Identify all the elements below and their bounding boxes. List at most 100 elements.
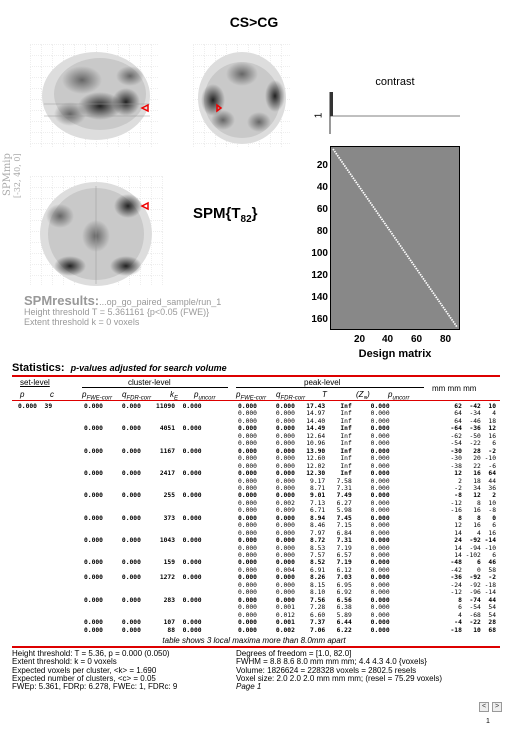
row-peak-level: 0.000 0.000 7.57 6.57 0.000 [238,552,390,559]
col-ke: kE [170,390,179,402]
row-peak-level: 0.000 0.000 10.96 Inf 0.000 [238,440,390,448]
col-p-set: p [20,390,25,399]
footer-line: Expected voxels per cluster, <k> = 1.690 [12,665,157,675]
results-extent: Extent threshold k = 0 voxels [24,317,140,327]
spm-stat-main: SPM{T [193,205,241,222]
row-cluster-level: 0.000 0.000 1167 0.000 [84,447,202,455]
row-coordinates[interactable]: -48 6 46 [450,559,497,567]
contrast-tick: 1 [313,112,325,119]
row-peak-level: 0.000 0.000 7.56 6.56 0.000 [238,596,390,604]
mip-coords: [-32, 40, 0] [13,153,22,198]
table-top-rule [12,375,500,377]
row-peak-level: 0.000 0.000 8.46 7.15 0.000 [238,522,390,530]
row-coordinates[interactable]: 14 4 16 [454,529,496,537]
row-peak-level: 0.000 0.000 14.97 Inf 0.000 [238,410,390,418]
row-coordinates[interactable]: -2 34 36 [454,484,496,492]
row-coordinates[interactable]: 14 -102 6 [454,552,496,559]
row-coordinates[interactable]: -42 0 58 [450,566,497,574]
spm-results-info: SPMresults:...op_go_paired_sample/run_1 … [24,293,221,327]
row-coordinates[interactable]: -62 -50 16 [450,432,497,440]
footer-line: Volume: 1826624 = 228328 voxels = 2802.5… [236,665,417,675]
page-number: 1 [486,718,490,725]
header-cluster-level: cluster-level [128,378,171,387]
y-tick: 80 [316,226,328,237]
row-coordinates[interactable]: -12 8 10 [450,499,497,507]
row-peak-level: 0.000 0.000 12.30 Inf 0.000 [238,470,390,478]
row-peak-level: 0.000 0.000 14.40 Inf 0.000 [238,417,390,425]
row-peak-level: 0.000 0.000 8.53 7.19 0.000 [238,544,390,552]
header-peak-rule [236,387,424,388]
row-coordinates[interactable]: 8 -74 44 [458,596,496,604]
col-qfdr-cluster: qFDR-corr [122,390,152,402]
row-cluster-level: 0.000 0.000 4051 0.000 [84,425,202,433]
row-cluster-level: 0.000 0.000 373 0.000 [84,514,202,522]
row-coordinates[interactable]: -18 10 68 [450,626,497,634]
row-coordinates[interactable]: 8 8 0 [458,514,496,522]
footer-line: Extent threshold: k = 0 voxels [12,657,117,667]
row-peak-level: 0.000 0.000 12.64 Inf 0.000 [238,432,390,440]
row-peak-level: 0.000 0.000 14.49 Inf 0.000 [238,425,390,433]
design-matrix-image[interactable] [330,146,460,330]
y-tick: 60 [316,204,328,215]
row-coordinates[interactable]: -36 -92 -2 [450,574,497,582]
row-coordinates[interactable]: 4 -68 54 [458,611,496,619]
row-coordinates[interactable]: -16 16 -8 [450,507,497,515]
mip-sagittal[interactable] [30,44,158,148]
x-tick: 60 [411,334,423,345]
footer-line: Expected number of clusters, <c> = 0.05 [12,673,156,683]
statistics-subtitle: p-values adjusted for search volume [70,363,227,373]
row-peak-level: 0.000 0.000 8.71 7.31 0.000 [238,484,390,492]
row-peak-level: 0.000 0.000 8.15 6.95 0.000 [238,581,390,589]
row-peak-level: 0.000 0.000 17.43 Inf 0.000 [238,403,390,410]
row-coordinates[interactable]: -24 -92 -18 [450,581,497,589]
row-coordinates[interactable]: -30 20 -10 [450,455,497,463]
footer-line: FWHM = 8.8 8.6 8.0 mm mm mm; 4.4 4.3 4.0… [236,657,427,667]
row-peak-level: 0.000 0.000 8.26 7.03 0.000 [238,574,390,582]
footer-line: Height threshold: T = 5.36, p = 0.000 (0… [12,649,170,658]
mip-coronal[interactable] [193,44,291,148]
row-coordinates[interactable]: 2 18 44 [458,477,496,485]
col-pfwe-peak: pFWE-corr [236,390,267,402]
row-coordinates[interactable]: 6 -54 54 [458,604,496,612]
row-peak-level: 0.000 0.004 6.91 6.12 0.000 [238,566,390,574]
row-coordinates[interactable]: -54 -22 6 [450,440,497,448]
footer-line: Degrees of freedom = [1.0, 82.0] [236,649,352,658]
row-coordinates[interactable]: -64 -36 12 [450,425,497,433]
row-peak-level: 0.000 0.000 12.60 Inf 0.000 [238,455,390,463]
header-peak-level: peak-level [304,378,341,387]
row-cluster-level: 0.000 0.000 1043 0.000 [84,537,202,545]
row-coordinates[interactable]: 12 16 6 [454,522,496,530]
col-Z: (Z≡) [356,390,370,402]
row-peak-level: 0.000 0.000 13.90 Inf 0.000 [238,447,390,455]
row-coordinates[interactable]: 64 -34 4 [454,410,496,418]
row-coordinates[interactable]: -30 28 -2 [450,447,497,455]
row-set-level: 0.000 39 [18,403,53,410]
row-coordinates[interactable]: 64 -46 18 [454,417,496,425]
row-coordinates[interactable]: 12 16 64 [454,470,496,478]
contrast-plot[interactable] [326,92,460,134]
y-tick: 160 [311,314,328,325]
next-page-button[interactable]: > [492,702,502,712]
row-coordinates[interactable]: -38 22 -6 [450,462,497,470]
table-note: table shows 3 local maxima more than 8.0… [162,636,346,645]
footer-left: Height threshold: T = 5.36, p = 0.000 (0… [12,649,177,691]
row-coordinates[interactable]: 14 -94 -10 [454,544,496,552]
row-cluster-level: 0.000 0.000 2417 0.000 [84,470,202,478]
row-peak-level: 0.000 0.002 7.06 6.22 0.000 [238,626,390,634]
row-coordinates[interactable]: 62 -42 10 [454,403,496,410]
row-coordinates[interactable]: -12 -96 -14 [450,589,497,597]
design-matrix-label: Design matrix [358,348,432,360]
mip-axial[interactable] [30,176,164,286]
row-coordinates[interactable]: 24 -92 -14 [454,537,496,545]
y-tick: 20 [316,160,328,171]
row-coordinates[interactable]: -8 12 2 [454,492,496,500]
statistics-title: Statistics: [12,362,65,374]
results-title: SPMresults: [24,293,100,308]
x-tick: 40 [382,334,394,345]
row-coordinates[interactable]: -4 -22 28 [454,619,496,627]
row-peak-level: 0.000 0.000 9.01 7.49 0.000 [238,492,390,500]
y-tick: 100 [311,248,328,259]
row-cluster-level: 0.000 0.000 11090 0.000 [84,403,202,410]
row-peak-level: 0.000 0.000 7.97 6.84 0.000 [238,529,390,537]
prev-page-button[interactable]: < [479,702,489,712]
